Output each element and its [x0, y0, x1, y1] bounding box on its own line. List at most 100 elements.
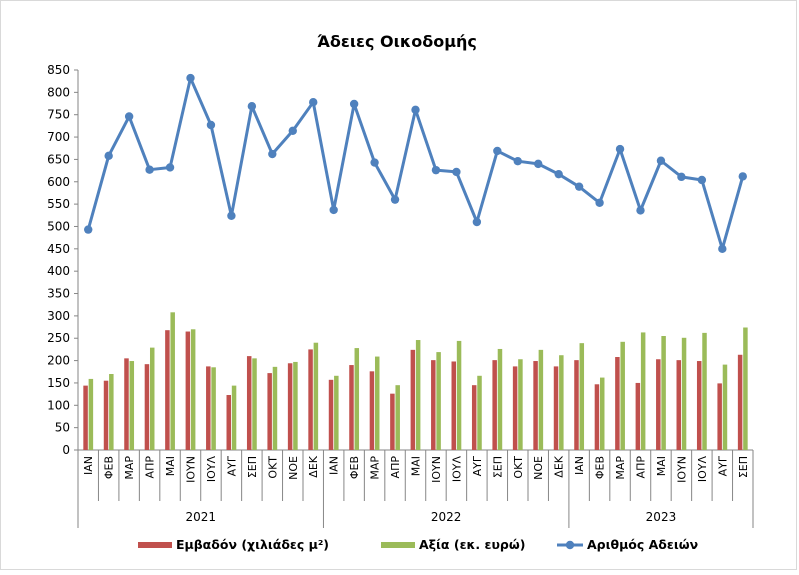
line-point	[247, 102, 257, 111]
bar-value	[109, 374, 114, 450]
bar-value	[88, 378, 94, 450]
line-point	[452, 167, 461, 177]
y-tick-label: 100	[47, 398, 70, 412]
x-tick-label: ΙΟΥΛ	[450, 456, 463, 483]
x-tick-label: ΙΑΝ	[328, 456, 341, 475]
chart-title: Άδειες Οικοδομής	[317, 32, 477, 51]
y-tick-label: 150	[47, 376, 70, 390]
x-tick-label: ΙΟΥΛ	[696, 456, 709, 483]
bar-value	[722, 364, 728, 450]
x-tick-label: ΣΕΠ	[737, 456, 750, 478]
bar-area	[83, 385, 88, 450]
line-point	[309, 97, 318, 107]
bar-area	[676, 360, 682, 450]
y-tick-label: 700	[47, 130, 70, 144]
y-tick-label: 500	[47, 219, 70, 233]
line-point	[431, 165, 441, 175]
bar-value	[231, 385, 237, 450]
bar-value	[149, 347, 155, 450]
bar-area	[635, 382, 641, 450]
line-point	[370, 158, 379, 167]
bar-area	[615, 357, 620, 450]
line-point	[595, 198, 604, 207]
line-point	[656, 156, 666, 165]
bar-area	[267, 373, 272, 450]
x-tick-label: ΜΑΙ	[410, 456, 423, 476]
bar-area	[369, 371, 375, 450]
bar-value	[518, 359, 523, 450]
bar-area	[431, 360, 436, 450]
y-tick-label: 350	[47, 287, 70, 301]
x-tick-label: ΔΕΚ	[553, 455, 566, 477]
bar-area	[553, 366, 559, 450]
bar-area	[328, 379, 334, 450]
bar-value	[313, 342, 319, 450]
legend-label: Εμβαδόν (χιλιάδες μ²)	[176, 537, 329, 552]
line-point	[329, 205, 338, 215]
x-tick-label: ΙΑΝ	[573, 456, 586, 475]
x-tick-label: ΜΑΡ	[614, 456, 627, 480]
line-point	[145, 165, 154, 174]
x-tick-label: ΙΟΥΝ	[430, 456, 443, 483]
bar-value	[538, 349, 544, 450]
y-tick-label: 200	[47, 354, 70, 368]
line-point	[472, 217, 482, 227]
bar-area	[390, 393, 395, 450]
bar-area	[124, 358, 129, 450]
bar-value	[579, 343, 585, 450]
line-point	[288, 126, 297, 135]
year-label: 2021	[185, 510, 216, 524]
bar-value	[599, 377, 605, 450]
x-tick-label: ΝΟΕ	[532, 456, 545, 480]
line-point	[615, 144, 625, 154]
line-point	[186, 73, 195, 83]
y-tick-label: 250	[47, 331, 70, 345]
bar-area	[246, 356, 252, 450]
x-tick-label: ΑΥΓ	[716, 455, 729, 476]
x-tick-label: ΜΑΙ	[655, 456, 668, 476]
x-tick-label: ΙΟΥΝ	[185, 456, 198, 483]
bar-value	[354, 348, 360, 450]
bar-area	[349, 365, 354, 450]
x-tick-label: ΑΠΡ	[389, 456, 402, 479]
bar-area	[451, 361, 457, 450]
legend-marker	[565, 540, 575, 550]
y-tick-label: 400	[47, 264, 70, 278]
x-tick-label: ΑΠΡ	[144, 456, 157, 479]
x-tick-label: ΣΕΠ	[246, 456, 259, 478]
bar-area	[144, 364, 150, 450]
x-tick-label: ΜΑΡ	[123, 456, 136, 480]
bar-area	[696, 361, 702, 450]
bar-value	[436, 352, 441, 450]
line-point	[534, 159, 543, 169]
line-point	[390, 195, 400, 204]
line-point	[349, 99, 359, 109]
x-tick-label: ΑΥΓ	[471, 455, 484, 476]
line-permits	[86, 76, 745, 251]
x-tick-label: ΟΚΤ	[512, 456, 525, 479]
bar-area	[185, 331, 191, 450]
bar-area	[410, 349, 416, 450]
bar-value	[293, 361, 298, 450]
bar-area	[103, 380, 109, 450]
x-tick-label: ΦΕΒ	[348, 456, 361, 479]
bar-value	[497, 348, 503, 450]
bar-value	[559, 355, 564, 450]
bar-value	[272, 366, 278, 450]
bar-area	[656, 359, 661, 450]
bar-area	[737, 354, 743, 450]
line-point	[124, 112, 134, 121]
line-point	[677, 172, 686, 182]
line-point	[513, 157, 522, 166]
x-tick-label: ΦΕΒ	[103, 456, 116, 479]
line-point	[227, 211, 236, 220]
line-point	[574, 182, 584, 191]
x-tick-label: ΑΠΡ	[635, 456, 648, 479]
x-tick-label: ΦΕΒ	[594, 456, 607, 479]
x-tick-label: ΑΥΓ	[225, 455, 238, 476]
line-point	[206, 120, 216, 130]
bar-area	[717, 383, 722, 450]
y-tick-label: 450	[47, 242, 70, 256]
bar-value	[640, 332, 646, 450]
